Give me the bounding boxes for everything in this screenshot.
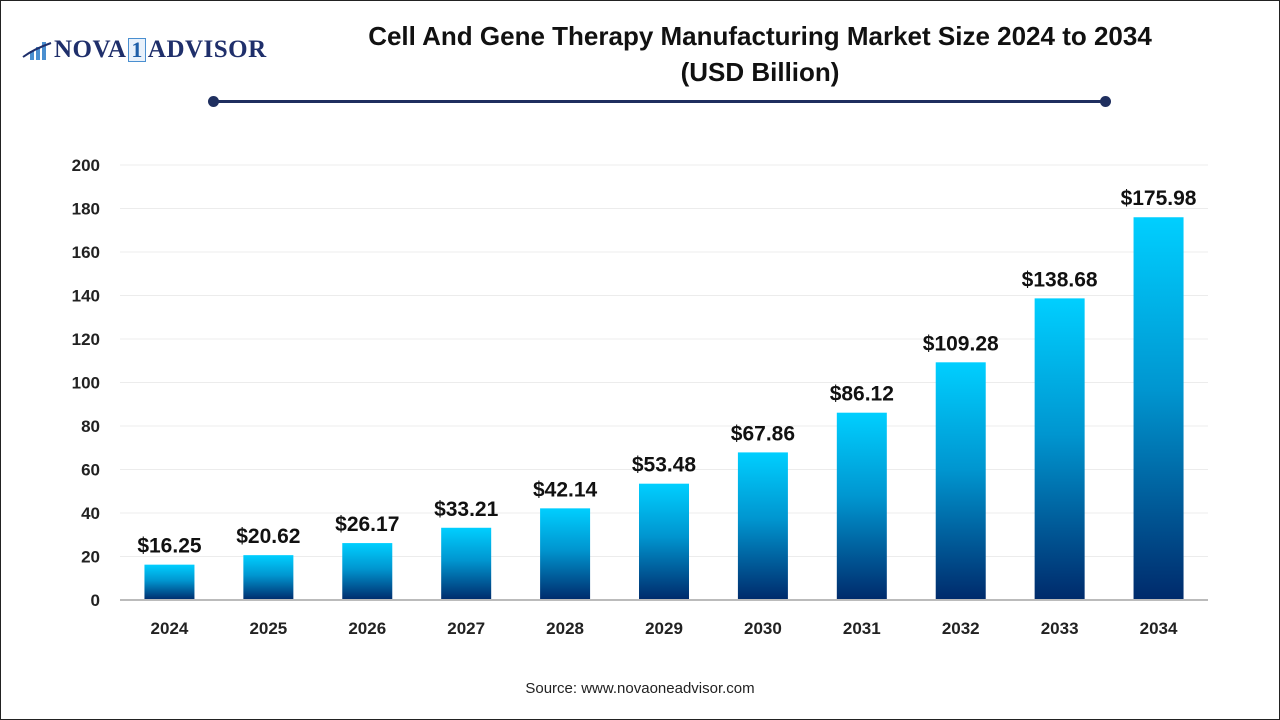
x-tick-label: 2032 [942,619,980,638]
data-label: $138.68 [1022,268,1098,291]
bar [1034,298,1085,600]
bar [836,412,887,600]
y-tick-label: 80 [81,417,100,436]
divider-dot-left [208,96,219,107]
x-tick-label: 2031 [843,619,881,638]
data-label: $26.17 [335,513,399,536]
logo-text-one: 1 [128,38,146,62]
data-label: $86.12 [830,383,894,406]
data-label: $16.25 [137,535,202,558]
y-tick-label: 0 [91,591,100,610]
y-tick-label: 140 [72,287,100,306]
logo-text-nova: NOVA [54,36,127,63]
y-tick-label: 200 [72,156,100,175]
bar [144,564,195,600]
bar-chart-swoosh-icon [22,42,52,60]
divider-dot-right [1100,96,1111,107]
y-tick-label: 180 [72,200,100,219]
x-tick-label: 2030 [744,619,782,638]
bar [243,555,294,600]
bar [935,362,986,600]
x-tick-label: 2025 [249,619,287,638]
chart-title-line2: (USD Billion) [680,57,840,87]
y-tick-label: 100 [72,374,100,393]
bar [737,452,788,600]
data-label: $20.62 [236,525,300,548]
logo-text-advisor: ADVISOR [147,36,267,63]
data-label: $33.21 [434,498,499,521]
chart-title: Cell And Gene Therapy Manufacturing Mark… [240,18,1280,90]
data-label: $175.98 [1121,187,1197,210]
title-divider [213,100,1106,103]
x-tick-label: 2028 [546,619,584,638]
x-tick-label: 2034 [1140,619,1178,638]
y-tick-label: 40 [81,504,100,523]
nova-advisor-logo: NOVA 1 ADVISOR [22,36,267,64]
data-label: $109.28 [923,332,999,355]
x-tick-label: 2029 [645,619,683,638]
bar [639,483,689,600]
chart-title-line1: Cell And Gene Therapy Manufacturing Mark… [368,21,1152,51]
data-label: $53.48 [632,454,697,477]
x-tick-label: 2024 [151,619,189,638]
y-tick-label: 60 [81,461,100,480]
bar [342,543,393,600]
y-tick-label: 20 [81,548,100,567]
y-tick-label: 120 [72,330,100,349]
bar [441,527,492,600]
bar [1133,217,1184,600]
source-note: Source: www.novaoneadvisor.com [525,680,755,697]
x-tick-label: 2026 [348,619,386,638]
bar [540,508,591,600]
x-tick-label: 2027 [447,619,485,638]
y-tick-label: 160 [72,243,100,262]
data-label: $67.86 [731,422,795,445]
data-label: $42.14 [533,478,598,501]
x-tick-label: 2033 [1041,619,1079,638]
